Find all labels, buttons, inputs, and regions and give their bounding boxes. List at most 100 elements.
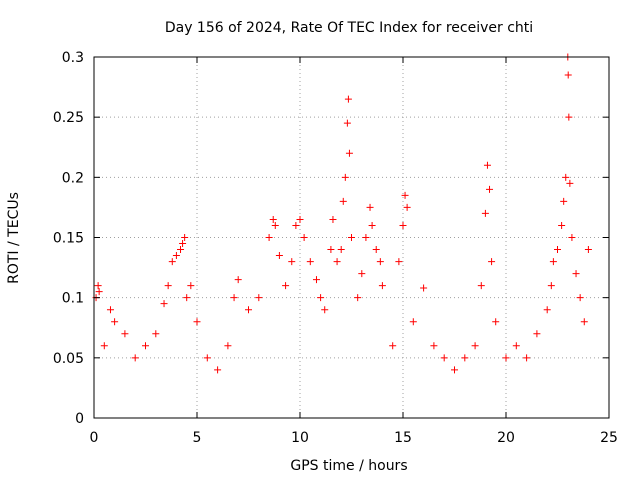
data-point bbox=[572, 270, 580, 278]
data-point bbox=[492, 318, 500, 326]
y-tick-label: 0 bbox=[75, 411, 84, 427]
data-point bbox=[269, 215, 277, 223]
data-point bbox=[403, 203, 411, 211]
data-point bbox=[566, 179, 574, 187]
data-point bbox=[568, 234, 576, 241]
axis-ticks bbox=[93, 56, 610, 419]
y-tick-label: 0.2 bbox=[62, 170, 84, 186]
data-point bbox=[366, 203, 374, 211]
x-tick-label: 25 bbox=[600, 430, 618, 446]
data-point bbox=[152, 330, 160, 338]
y-tick-label: 0.1 bbox=[62, 291, 84, 307]
data-point bbox=[376, 258, 384, 266]
data-point bbox=[100, 342, 108, 350]
data-point bbox=[179, 240, 187, 248]
data-point bbox=[399, 221, 407, 229]
x-tick-label: 5 bbox=[193, 430, 202, 446]
data-point bbox=[486, 185, 494, 193]
data-point bbox=[358, 270, 366, 278]
data-point bbox=[111, 318, 119, 326]
data-point bbox=[341, 173, 349, 181]
data-point bbox=[255, 294, 263, 302]
data-point bbox=[558, 221, 566, 229]
data-point bbox=[333, 258, 341, 266]
data-point bbox=[430, 342, 438, 350]
data-point bbox=[560, 197, 568, 205]
data-point bbox=[523, 354, 531, 362]
data-point bbox=[181, 234, 189, 241]
data-point bbox=[488, 258, 496, 266]
data-point bbox=[224, 342, 232, 350]
data-point bbox=[564, 71, 572, 79]
data-point bbox=[512, 342, 520, 350]
data-point bbox=[378, 282, 386, 290]
x-tick-label: 10 bbox=[291, 430, 309, 446]
data-point bbox=[481, 209, 489, 217]
data-point bbox=[306, 258, 314, 266]
data-point bbox=[183, 294, 191, 302]
data-point bbox=[177, 246, 185, 254]
data-point bbox=[389, 342, 397, 350]
data-point bbox=[317, 294, 325, 302]
data-point bbox=[265, 234, 273, 241]
data-point bbox=[420, 284, 428, 292]
data-point bbox=[131, 354, 139, 362]
data-point bbox=[214, 366, 222, 374]
data-point bbox=[292, 221, 300, 229]
data-point bbox=[339, 197, 347, 205]
x-tick-label: 20 bbox=[497, 430, 515, 446]
y-tick-label: 0.3 bbox=[62, 50, 84, 66]
data-point bbox=[312, 276, 320, 284]
data-point bbox=[187, 282, 195, 290]
data-point bbox=[547, 282, 555, 290]
chart-title: Day 156 of 2024, Rate Of TEC Index for r… bbox=[165, 20, 533, 36]
data-point bbox=[345, 149, 353, 157]
data-point bbox=[554, 246, 561, 254]
x-tick-labels: 0 5 10 15 20 25 bbox=[90, 430, 618, 446]
data-point bbox=[106, 306, 114, 314]
data-point bbox=[562, 173, 570, 181]
data-point bbox=[94, 282, 102, 290]
data-point bbox=[580, 318, 588, 326]
data-point bbox=[275, 252, 283, 260]
data-point bbox=[271, 221, 279, 229]
data-point bbox=[234, 276, 242, 284]
data-point bbox=[401, 191, 409, 199]
x-axis-title: GPS time / hours bbox=[290, 458, 407, 474]
y-axis-title: ROTI / TECUs bbox=[6, 192, 22, 284]
data-point bbox=[121, 330, 129, 338]
data-point bbox=[245, 306, 252, 314]
y-tick-labels: 0 0.05 0.1 0.15 0.2 0.25 0.3 bbox=[53, 50, 84, 427]
data-point bbox=[168, 258, 176, 266]
data-point bbox=[502, 354, 510, 362]
data-point bbox=[549, 258, 557, 266]
data-point bbox=[483, 161, 491, 169]
data-point bbox=[354, 294, 362, 302]
data-point bbox=[565, 113, 573, 121]
data-point bbox=[300, 234, 308, 241]
data-point bbox=[337, 246, 345, 254]
data-point bbox=[576, 294, 584, 302]
data-point bbox=[230, 294, 238, 302]
data-point bbox=[348, 234, 355, 241]
data-point bbox=[203, 354, 211, 362]
data-point bbox=[461, 354, 469, 362]
data-point bbox=[296, 215, 304, 223]
data-point bbox=[160, 300, 168, 308]
data-point bbox=[451, 366, 458, 374]
data-points bbox=[92, 53, 592, 374]
y-tick-label: 0.05 bbox=[53, 351, 84, 367]
y-tick-label: 0.15 bbox=[53, 231, 84, 247]
data-point bbox=[395, 258, 403, 266]
data-point bbox=[172, 252, 180, 260]
data-point bbox=[288, 258, 296, 266]
data-point bbox=[440, 354, 448, 362]
data-point bbox=[584, 246, 592, 254]
y-tick-label: 0.25 bbox=[53, 110, 84, 126]
x-tick-label: 0 bbox=[90, 430, 99, 446]
data-point bbox=[409, 318, 417, 326]
data-point bbox=[193, 318, 201, 326]
data-point bbox=[362, 234, 370, 241]
data-point bbox=[471, 342, 479, 350]
